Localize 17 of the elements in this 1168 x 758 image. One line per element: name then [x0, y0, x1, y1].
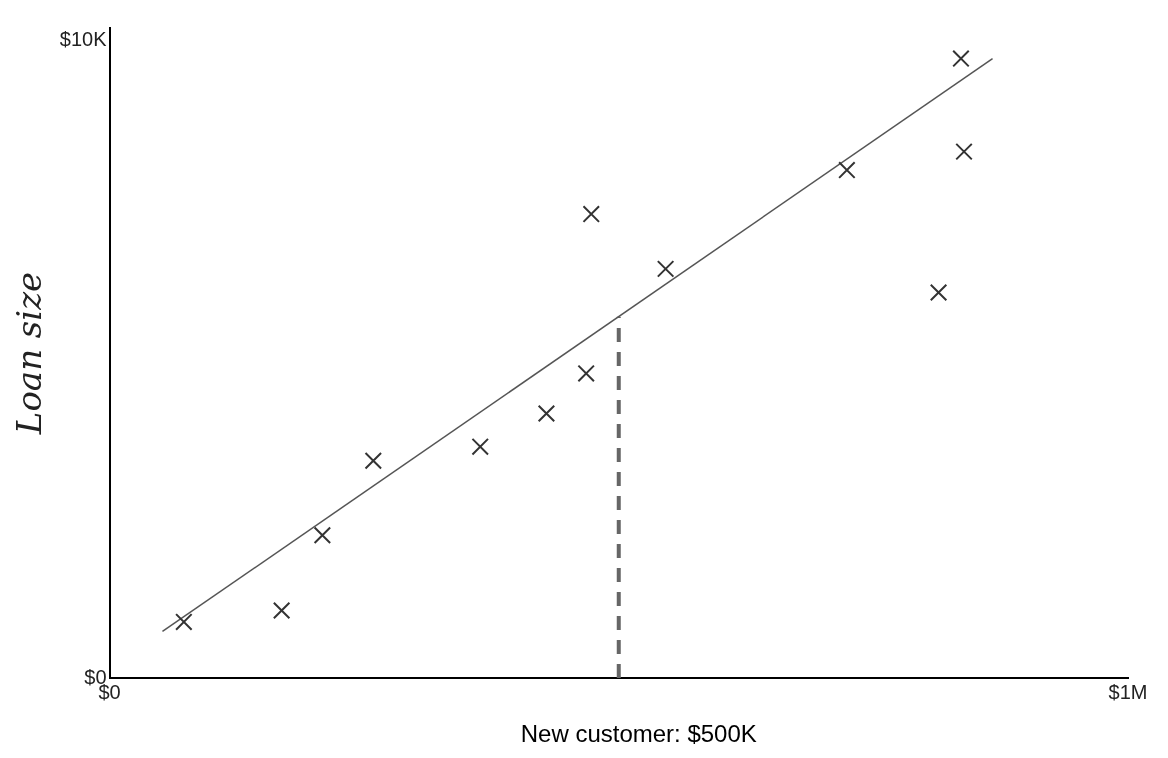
- point: [656, 260, 675, 278]
- point: [313, 526, 332, 545]
- point: [952, 49, 970, 68]
- point: [582, 205, 601, 223]
- text: New customer: $500K: [520, 719, 757, 747]
- x-tick-label: $1M: [1108, 680, 1148, 703]
- point: [537, 404, 556, 423]
- point: [175, 613, 193, 631]
- y-axis-title: Loan size: [9, 271, 50, 436]
- point: [577, 364, 595, 383]
- point: [272, 601, 291, 620]
- point: [838, 161, 856, 179]
- y-tick-label: $10K: [59, 28, 108, 51]
- point: [955, 142, 973, 161]
- point: [364, 451, 383, 470]
- point: [471, 437, 490, 456]
- point: [929, 283, 948, 302]
